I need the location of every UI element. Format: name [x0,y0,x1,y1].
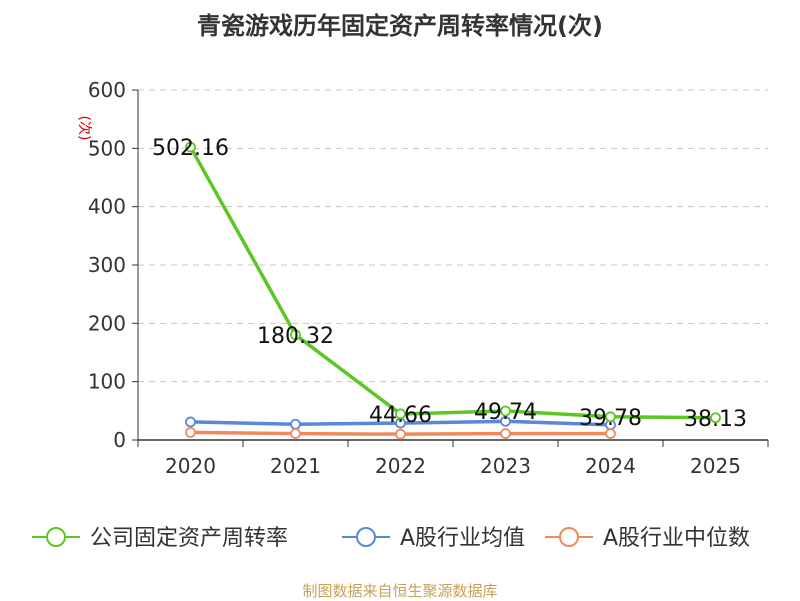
legend-marker [356,527,376,547]
gridlines [138,89,768,383]
y-axis-label: (次) [76,116,92,141]
x-tick-label: 2022 [375,454,426,478]
data-point [395,408,406,420]
data-point [605,411,616,423]
legend-label: A股行业均值 [400,526,525,551]
chart-title: 青瓷游戏历年固定资产周转率情况(次) [197,12,603,40]
data-point [395,428,406,440]
legend-marker [46,527,66,547]
x-tick-label: 2025 [690,454,741,478]
data-label: 44.66 [369,403,432,428]
x-tick-label: 2020 [165,454,216,478]
data-labels: 502.16 180.32 44.66 49.74 39.78 38.13 [152,136,747,432]
axes: 0 100 200 300 400 500 600 2020 2021 2022 2023 2024 2… [88,78,769,478]
source-note: 制图数据来自恒生聚源数据库 [302,582,498,600]
data-label: 180.32 [257,324,334,349]
legend-marker [559,527,579,547]
data-point [605,428,616,439]
y-tick-label: 600 [88,78,126,102]
x-tick-label: 2021 [270,454,321,478]
data-point [500,428,511,439]
data-point [500,415,511,427]
y-tick-label: 100 [88,370,126,394]
legend: 公司固定资产周转率 A股行业均值 A股行业中位数 [32,526,750,551]
legend-label: A股行业中位数 [603,526,750,551]
data-point [185,427,196,438]
data-label: 38.13 [684,407,747,432]
data-point [290,418,301,430]
data-point [290,329,301,341]
y-tick-label: 300 [88,253,126,277]
data-point [185,141,196,153]
series-line-0 [188,146,716,420]
series-group [185,141,721,440]
x-tick-label: 2024 [585,454,636,478]
data-point [500,405,511,417]
data-point [185,416,196,428]
data-label: 49.74 [474,400,537,425]
y-tick-label: 0 [113,428,126,452]
y-tick-label: 500 [88,136,126,160]
x-tick-label: 2023 [480,454,531,478]
data-point [710,412,721,424]
data-label: 502.16 [152,136,229,161]
legend-label: 公司固定资产周转率 [90,526,288,551]
y-tick-label: 400 [88,195,126,219]
data-point [290,428,301,439]
y-tick-label: 200 [88,311,126,335]
data-label: 39.78 [579,406,642,431]
